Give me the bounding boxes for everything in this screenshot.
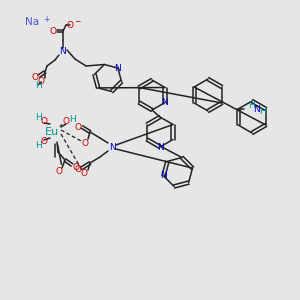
Text: O: O [74,166,82,175]
Text: O: O [50,26,56,35]
Text: −: − [74,17,80,26]
Text: O: O [80,169,88,178]
Text: N: N [160,171,167,180]
Text: O: O [40,116,47,125]
Text: O: O [40,137,47,146]
Text: H: H [34,112,41,122]
Text: O: O [82,139,88,148]
Text: +: + [43,14,49,23]
Text: N: N [253,104,260,113]
Text: H: H [248,101,254,110]
Text: N: N [60,47,66,56]
Text: N: N [109,142,116,152]
Text: N: N [157,142,164,152]
Text: N: N [162,98,168,107]
Text: O: O [56,167,62,176]
Text: H: H [34,80,41,89]
Text: H: H [259,107,266,116]
Text: O: O [67,20,73,29]
Text: N: N [115,64,121,73]
Text: H: H [69,115,75,124]
Text: O: O [32,74,38,82]
Text: H: H [34,140,41,149]
Text: O: O [73,163,80,172]
Text: O: O [74,122,82,131]
Text: O: O [38,76,44,85]
Text: O: O [62,118,70,127]
Text: Eu: Eu [45,127,59,137]
Text: Na: Na [25,17,39,27]
